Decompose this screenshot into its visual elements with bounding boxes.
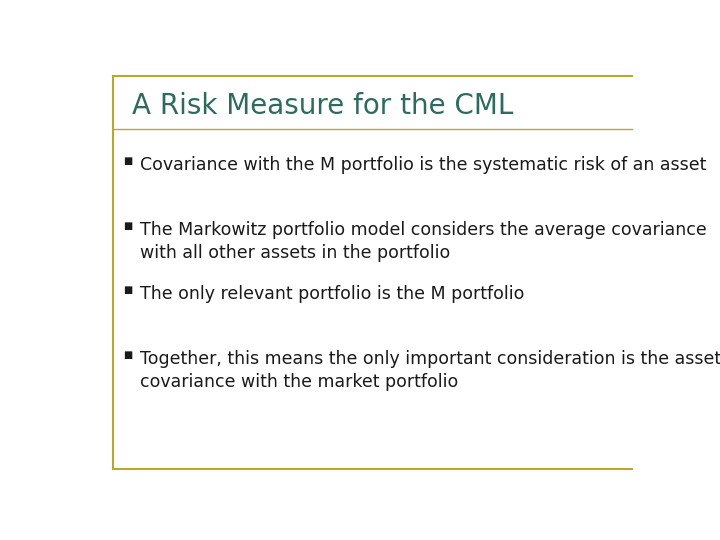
Text: Covariance with the M portfolio is the systematic risk of an asset: Covariance with the M portfolio is the s…	[140, 156, 706, 174]
Text: Together, this means the only important consideration is the asset’s
covariance : Together, this means the only important …	[140, 349, 720, 390]
Text: The only relevant portfolio is the M portfolio: The only relevant portfolio is the M por…	[140, 285, 525, 303]
Text: A Risk Measure for the CML: A Risk Measure for the CML	[132, 92, 513, 120]
Text: ■: ■	[123, 156, 132, 166]
Text: The Markowitz portfolio model considers the average covariance
with all other as: The Markowitz portfolio model considers …	[140, 221, 707, 261]
Text: ■: ■	[123, 349, 132, 360]
Text: ■: ■	[123, 221, 132, 231]
Text: ■: ■	[123, 285, 132, 295]
